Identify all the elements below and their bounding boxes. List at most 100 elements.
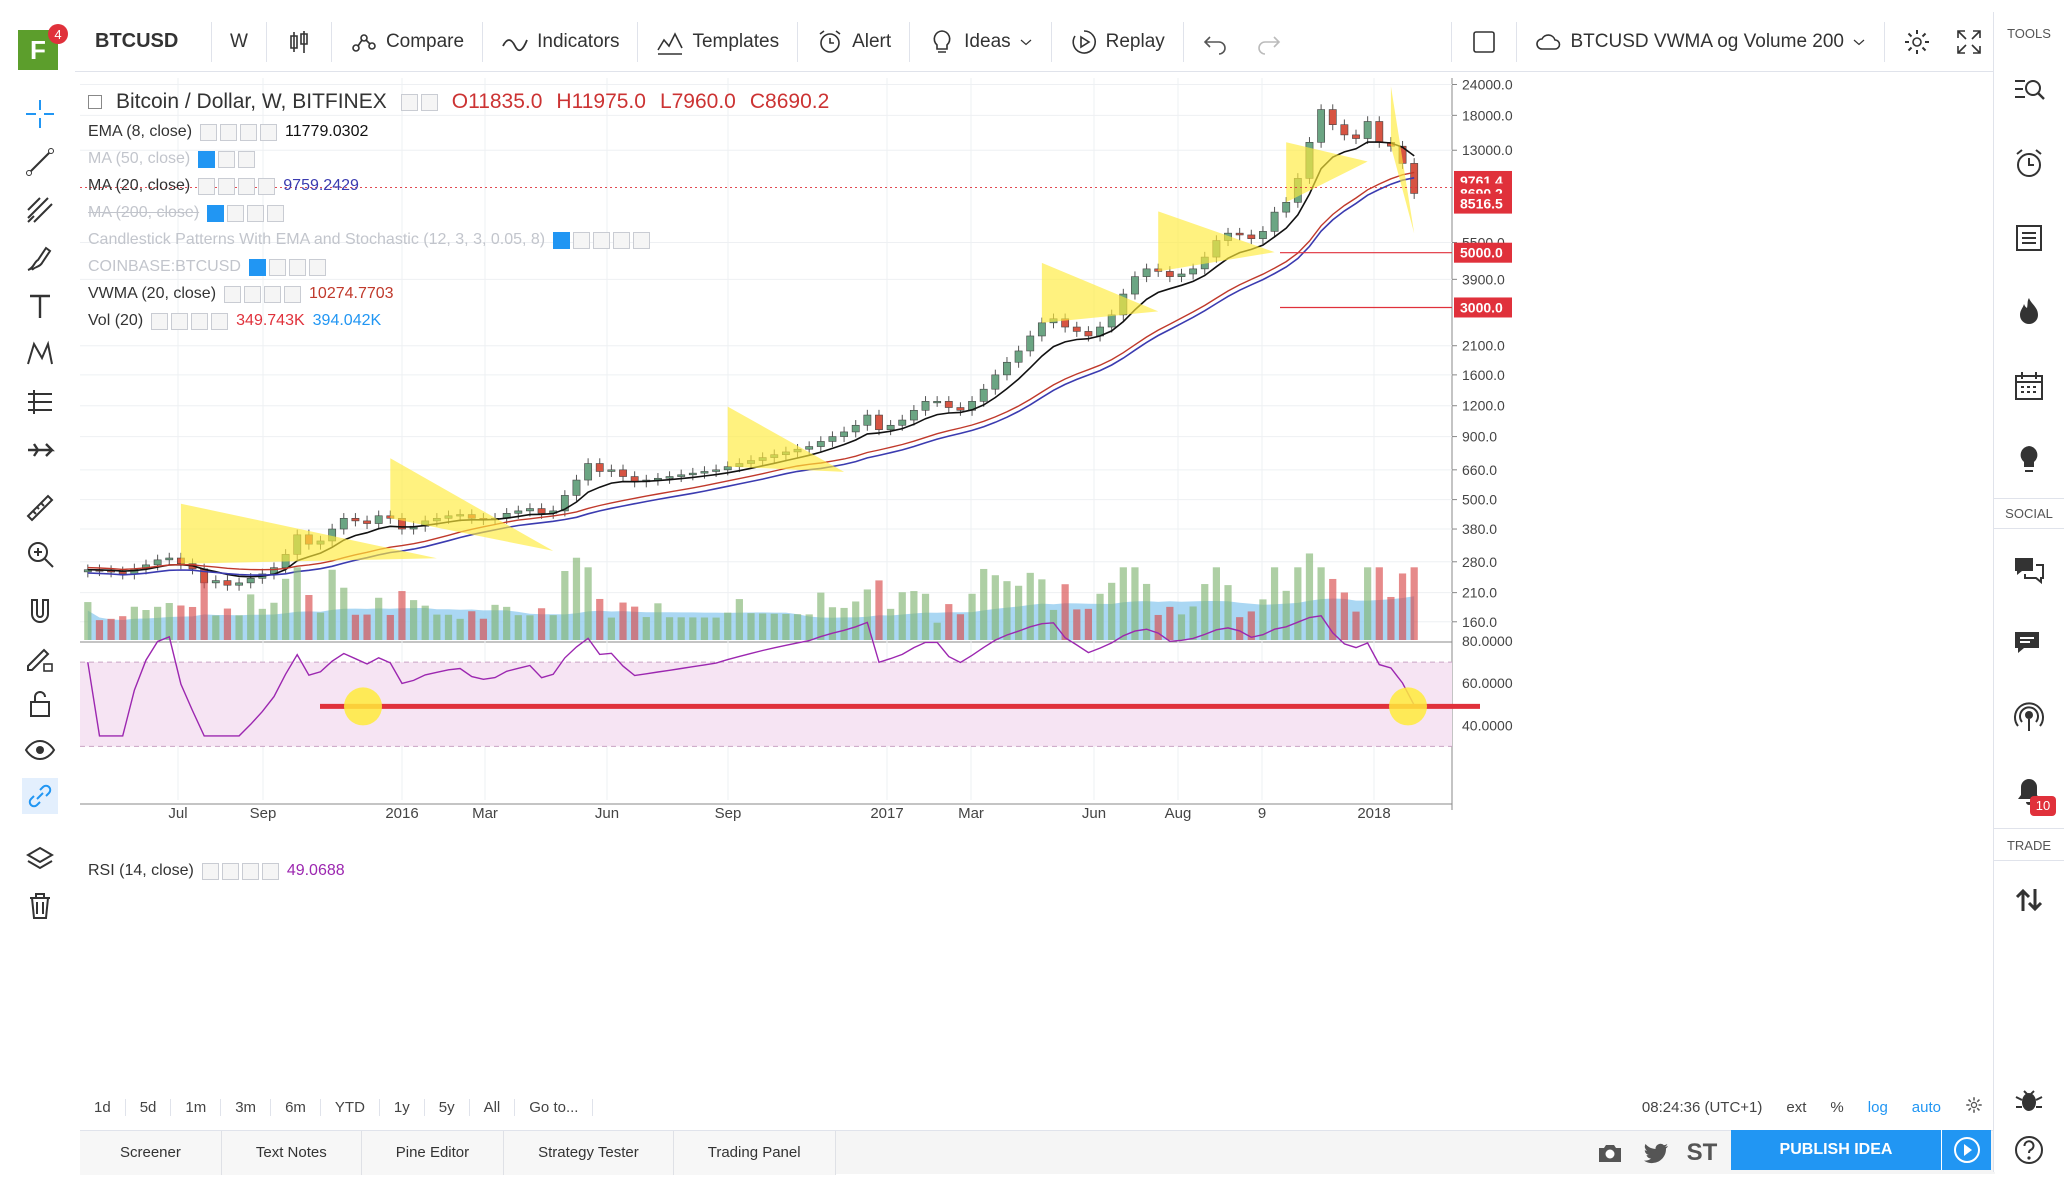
redo-button[interactable] — [1242, 19, 1294, 65]
legend-ma50[interactable]: MA (50, close) — [88, 150, 256, 168]
expand-button[interactable] — [1943, 19, 1995, 65]
twitter-button[interactable] — [1633, 1139, 1679, 1167]
tab-strategy-tester[interactable]: Strategy Tester — [504, 1130, 674, 1175]
brush-tool[interactable] — [22, 240, 58, 276]
volume-controls[interactable] — [151, 312, 229, 330]
tab-screener[interactable]: Screener — [80, 1130, 222, 1175]
range-5d[interactable]: 5d — [126, 1098, 172, 1116]
legend-controls[interactable] — [400, 93, 438, 111]
object-tree-tool[interactable] — [22, 842, 58, 878]
streams-button[interactable] — [2011, 700, 2047, 736]
range-1d[interactable]: 1d — [80, 1098, 126, 1116]
lightbulb-icon — [933, 29, 951, 53]
ma50-controls[interactable] — [198, 150, 256, 168]
legend-coinbase[interactable]: COINBASE:BTCUSD — [88, 258, 326, 276]
settings-button[interactable] — [1891, 19, 1943, 65]
hide-drawings-tool[interactable] — [22, 732, 58, 768]
ema-controls[interactable] — [200, 123, 278, 141]
collapse-icon[interactable] — [88, 95, 102, 109]
compare-button[interactable]: Compare — [338, 19, 476, 65]
range-1y[interactable]: 1y — [380, 1098, 425, 1116]
scale-settings-button[interactable] — [1953, 1096, 1995, 1118]
legend-ma20[interactable]: MA (20, close) 9759.2429 — [88, 177, 359, 195]
tab-text-notes[interactable]: Text Notes — [221, 1130, 362, 1175]
tab-pine-editor[interactable]: Pine Editor — [361, 1130, 505, 1175]
tab-trading-panel[interactable]: Trading Panel — [673, 1130, 836, 1175]
bar-style-button[interactable] — [273, 19, 325, 65]
publish-idea-button[interactable]: PUBLISH IDEA — [1731, 1130, 1941, 1170]
candle-patterns-controls[interactable] — [553, 231, 651, 249]
undo-button[interactable] — [1190, 19, 1242, 65]
watchlist-button[interactable] — [2011, 72, 2047, 108]
stocktwits-button[interactable]: ST — [1686, 1138, 1718, 1166]
bug-report-button[interactable] — [2011, 1082, 2047, 1118]
legend-ma200[interactable]: MA (200, close) — [88, 204, 285, 222]
percent-scale-toggle[interactable]: % — [1830, 1098, 1844, 1116]
legend-volume[interactable]: Vol (20) 349.743K 394.042K — [88, 312, 381, 330]
lightbulb-icon — [2020, 446, 2038, 472]
alerts-button[interactable] — [2011, 146, 2047, 182]
snapshot-button[interactable] — [1587, 1139, 1633, 1167]
indicators-button[interactable]: Indicators — [489, 19, 631, 65]
volume-bar — [282, 578, 290, 640]
chats-button[interactable] — [2011, 552, 2047, 588]
templates-button[interactable]: Templates — [644, 19, 791, 65]
log-scale-toggle[interactable]: log — [1867, 1098, 1888, 1116]
rsi-controls[interactable] — [201, 862, 279, 880]
ideas-stream-button[interactable] — [2011, 442, 2047, 478]
forecast-tool[interactable] — [22, 432, 58, 468]
range-1m[interactable]: 1m — [171, 1098, 222, 1116]
range-6m[interactable]: 6m — [271, 1098, 321, 1116]
chat-lines-icon — [2015, 632, 2039, 653]
ma200-controls[interactable] — [207, 204, 285, 222]
legend-candle-patterns[interactable]: Candlestick Patterns With EMA and Stocha… — [88, 231, 651, 249]
volume-bar — [223, 608, 232, 640]
alert-button[interactable]: Alert — [804, 19, 903, 65]
publish-menu-button[interactable] — [1941, 1130, 1991, 1170]
lock-drawings-tool[interactable] — [22, 686, 58, 722]
trend-line-tool[interactable] — [22, 144, 58, 180]
range-all[interactable]: All — [470, 1098, 516, 1116]
symbol-search[interactable]: BTCUSD — [95, 30, 179, 52]
interval-button[interactable]: W — [230, 30, 248, 52]
stay-in-drawing-tool[interactable] — [22, 640, 58, 676]
ma20-controls[interactable] — [198, 177, 276, 195]
range-3m[interactable]: 3m — [221, 1098, 272, 1116]
remove-drawings-tool[interactable] — [22, 888, 58, 924]
symbol-title[interactable]: Bitcoin / Dollar, W, BITFINEX — [116, 90, 387, 113]
prediction-tool[interactable] — [22, 384, 58, 420]
price-chart[interactable]: Jul Sep 2016 Mar Jun Sep 2017 Mar Jun Aug 9 2018 240… — [80, 77, 1990, 1078]
calendar-button[interactable] — [2011, 368, 2047, 404]
magnet-tool[interactable] — [22, 594, 58, 630]
range-ytd[interactable]: YTD — [321, 1098, 380, 1116]
volume-bar — [805, 614, 813, 640]
legend-ema[interactable]: EMA (8, close) 11779.0302 — [88, 123, 368, 141]
crosshair-tool[interactable] — [22, 96, 58, 132]
hotlists-button[interactable] — [2011, 294, 2047, 330]
data-window-button[interactable] — [2011, 220, 2047, 256]
layout-menu[interactable]: BTCUSD VWMA og Volume 200 — [1523, 19, 1879, 65]
candle-body — [1375, 121, 1384, 143]
dom-button[interactable] — [2011, 882, 2047, 918]
range-5y[interactable]: 5y — [425, 1098, 470, 1116]
coinbase-controls[interactable] — [248, 258, 326, 276]
pitchfork-tool[interactable] — [22, 192, 58, 228]
help-button[interactable] — [2011, 1132, 2047, 1168]
extended-hours-toggle[interactable]: ext — [1786, 1098, 1807, 1116]
pattern-tool[interactable] — [22, 336, 58, 372]
chart-area[interactable]: Jul Sep 2016 Mar Jun Sep 2017 Mar Jun Aug 9 2018 240… — [80, 77, 1990, 1078]
ideas-button[interactable]: Ideas — [916, 19, 1044, 65]
legend-vwma[interactable]: VWMA (20, close) 10274.7703 — [88, 285, 394, 303]
ruler-tool[interactable] — [22, 490, 58, 526]
link-tool[interactable] — [22, 778, 58, 814]
auto-scale-toggle[interactable]: auto — [1911, 1098, 1941, 1116]
text-tool[interactable] — [22, 288, 58, 324]
zoom-tool[interactable] — [22, 536, 58, 572]
replay-button[interactable]: Replay — [1058, 19, 1177, 65]
private-chats-button[interactable] — [2011, 626, 2047, 662]
vwma-controls[interactable] — [224, 285, 302, 303]
go-to-date[interactable]: Go to... — [515, 1098, 594, 1116]
fullscreen-chart-button[interactable] — [1458, 19, 1510, 65]
legend-rsi[interactable]: RSI (14, close) 49.0688 — [88, 862, 345, 880]
eye-icon — [24, 739, 56, 761]
